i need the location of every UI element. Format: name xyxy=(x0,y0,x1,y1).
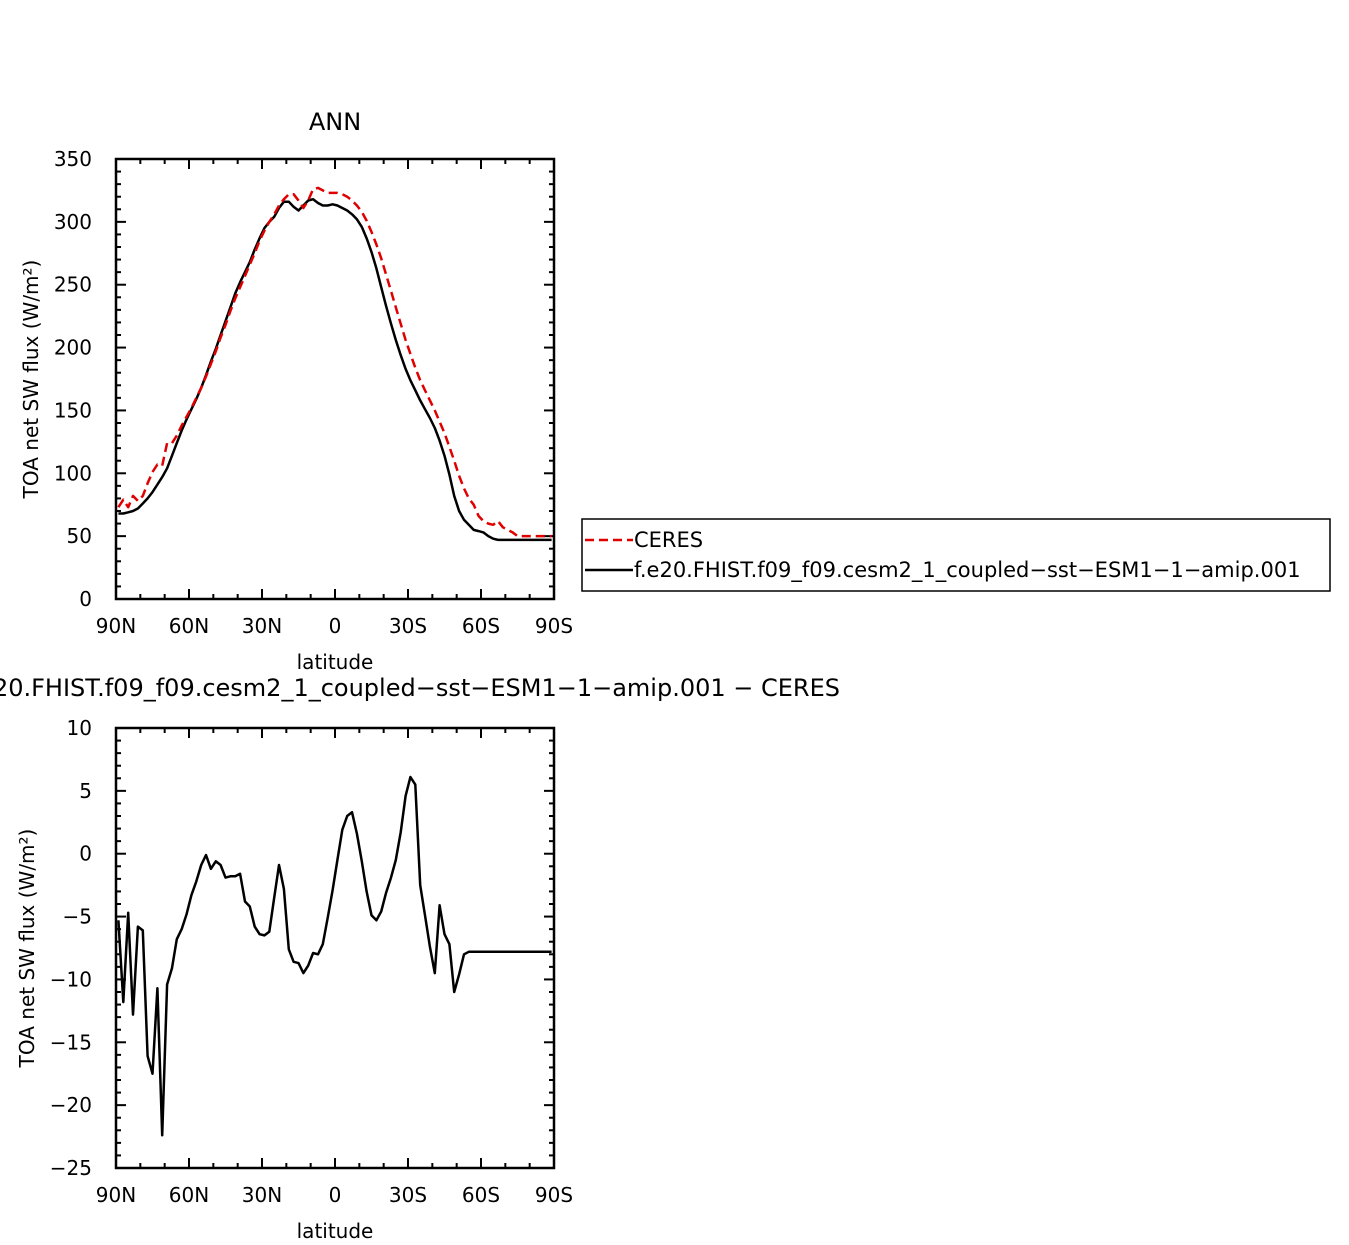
bottom-y-tick-label: −25 xyxy=(50,1156,92,1180)
bottom-y-tick-label: −5 xyxy=(63,905,92,929)
bottom-panel-frame xyxy=(114,726,556,1170)
top-x-tick-label: 60N xyxy=(169,614,209,638)
bottom-x-tick-label: 30S xyxy=(389,1183,427,1207)
top-y-tick-label: 300 xyxy=(54,210,92,234)
top-x-tick-label: 90N xyxy=(96,614,136,638)
top-y-tick-label: 200 xyxy=(54,336,92,360)
bottom-x-tick-label: 60N xyxy=(169,1183,209,1207)
bottom-x-tick-label: 90S xyxy=(535,1183,573,1207)
bottom-y-tick-label: −10 xyxy=(50,967,92,991)
top-x-tick-label: 60S xyxy=(462,614,500,638)
legend-label-ceres: CERES xyxy=(634,528,703,552)
top-y-tick-label: 0 xyxy=(79,587,92,611)
top-panel-series xyxy=(117,186,552,542)
top-x-tick-label: 30N xyxy=(242,614,282,638)
top-panel-xlabel: latitude xyxy=(297,650,374,674)
bottom-panel-xlabel: latitude xyxy=(297,1219,374,1243)
bottom-x-tick-label: 0 xyxy=(329,1183,342,1207)
top-panel-ylabel: TOA net SW flux (W/m²) xyxy=(19,260,43,500)
top-y-tick-label: 100 xyxy=(54,461,92,485)
legend: CERES f.e20.FHIST.f09_f09.cesm2_1_couple… xyxy=(581,518,1331,592)
bottom-y-tick-label: −20 xyxy=(50,1093,92,1117)
top-series-line-1 xyxy=(118,197,552,542)
top-y-tick-label: 150 xyxy=(54,398,92,422)
bottom-x-tick-label: 90N xyxy=(96,1183,136,1207)
bottom-panel-ticks: 90N 60N 30N 0 30S 60S 90S −25 −20 −15 −10 −5 0 5 10 xyxy=(50,716,573,1207)
top-x-tick-label: 30S xyxy=(389,614,427,638)
bottom-series-line-0 xyxy=(117,775,552,1137)
top-y-tick-label: 350 xyxy=(54,147,92,171)
bottom-x-tick-label: 30N xyxy=(242,1183,282,1207)
top-panel-frame xyxy=(114,157,556,601)
top-panel: ANN 90N 60N 30N 0 30S 60S 90S 0 50 100 150 200 250 30… xyxy=(19,108,573,674)
bottom-panel-ylabel: TOA net SW flux (W/m²) xyxy=(15,829,39,1069)
top-x-tick-label: 0 xyxy=(329,614,342,638)
legend-box xyxy=(581,518,1331,592)
top-x-tick-label: 90S xyxy=(535,614,573,638)
bottom-panel-series xyxy=(117,775,552,1137)
bottom-x-tick-label: 60S xyxy=(462,1183,500,1207)
bottom-y-tick-label: 10 xyxy=(67,716,92,740)
bottom-panel: f.e20.FHIST.f09_f09.cesm2_1_coupled−sst−… xyxy=(0,674,840,1243)
top-y-tick-label: 250 xyxy=(54,273,92,297)
bottom-y-tick-label: 0 xyxy=(79,842,92,866)
legend-label-model: f.e20.FHIST.f09_f09.cesm2_1_coupled−sst−… xyxy=(634,558,1301,583)
top-panel-ticks: 90N 60N 30N 0 30S 60S 90S 0 50 100 150 200 250 300 350 xyxy=(54,147,573,638)
bottom-panel-title: f.e20.FHIST.f09_f09.cesm2_1_coupled−sst−… xyxy=(0,674,840,702)
top-y-tick-label: 50 xyxy=(67,524,92,548)
bottom-y-tick-label: −15 xyxy=(50,1030,92,1054)
bottom-y-tick-label: 5 xyxy=(79,779,92,803)
top-series-line-0 xyxy=(117,186,552,538)
top-panel-title: ANN xyxy=(309,108,361,136)
